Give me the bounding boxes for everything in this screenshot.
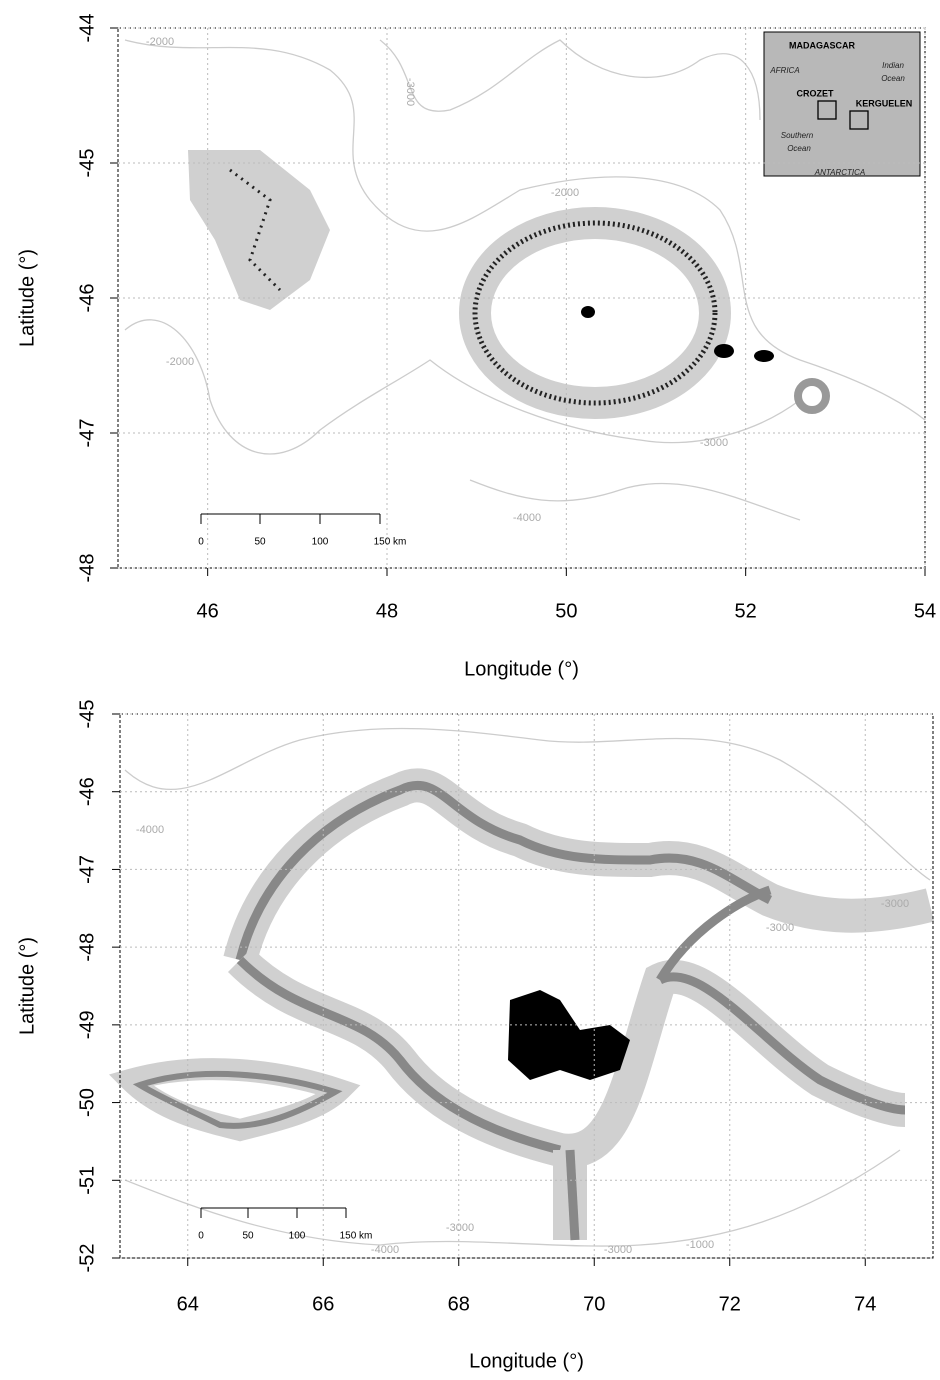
- y-tick-label: -49: [76, 1010, 98, 1039]
- x-tick-label: 54: [914, 600, 936, 622]
- x-tick-label: 72: [719, 1293, 741, 1315]
- contour: [124, 39, 926, 421]
- y-tick-label: -47: [76, 419, 98, 448]
- scale-label: 100: [312, 537, 329, 548]
- inset-label: KERGUELEN: [856, 98, 913, 108]
- inset-box: [849, 110, 869, 130]
- inset-label: ANTARCTICA: [814, 168, 866, 177]
- contour: [469, 479, 801, 521]
- grid-cells: [108, 1058, 361, 1142]
- x-tick-label: 52: [735, 600, 757, 622]
- x-tick-label: 46: [197, 600, 219, 622]
- island: [508, 990, 630, 1080]
- inset-label: AFRICA: [769, 66, 799, 75]
- y-tick-label: -46: [76, 777, 98, 806]
- x-tick-label: 50: [555, 600, 577, 622]
- x-tick-label: 74: [854, 1293, 876, 1315]
- inset-label: Ocean: [787, 144, 811, 153]
- inset-box: [817, 100, 837, 120]
- crozet-map-features: [124, 31, 926, 521]
- contour-label: -3000: [404, 78, 416, 106]
- contour-label: -3000: [604, 1244, 632, 1256]
- contour-label: -3000: [446, 1222, 474, 1234]
- scale-label: 150 km: [374, 537, 407, 548]
- island: [581, 306, 595, 318]
- scale-label: 50: [254, 537, 266, 548]
- contour-label: -4000: [513, 512, 541, 524]
- contour: [124, 1149, 901, 1247]
- plot-frame: [119, 713, 934, 1259]
- y-tick-label: -52: [76, 1244, 98, 1273]
- contour-label: -2000: [166, 356, 194, 368]
- y-tick-label: -51: [76, 1166, 98, 1195]
- inset-label: Southern: [781, 131, 814, 140]
- observations: [236, 885, 906, 1155]
- scale-label: 0: [198, 537, 204, 548]
- x-tick-label: 66: [312, 1293, 334, 1315]
- grid-cells: [188, 150, 330, 310]
- y-axis-label: Latitude (°): [16, 249, 38, 347]
- x-tick-label: 68: [448, 1293, 470, 1315]
- x-tick-label: 48: [376, 600, 398, 622]
- contour-label: -3000: [881, 898, 909, 910]
- x-tick-label: 64: [177, 1293, 199, 1315]
- inset-label: Indian: [882, 61, 904, 70]
- contour-label: -3000: [766, 922, 794, 934]
- observations: [565, 1149, 580, 1241]
- contour-label: -1000: [686, 1239, 714, 1251]
- y-tick-label: -48: [76, 554, 98, 583]
- y-tick-label: -45: [76, 149, 98, 178]
- observations: [235, 780, 773, 962]
- island: [714, 344, 734, 358]
- inset-label: MADAGASCAR: [789, 40, 855, 50]
- inset-map: [763, 31, 921, 177]
- contour: [379, 39, 761, 121]
- y-tick-label: -48: [76, 933, 98, 962]
- contour-label: -3000: [700, 437, 728, 449]
- observations: [229, 168, 282, 292]
- observations: [472, 220, 718, 406]
- scale-label: 150 km: [340, 1231, 373, 1242]
- scale-label: 50: [242, 1231, 254, 1242]
- contour: [124, 727, 931, 881]
- x-axis-label: Longitude (°): [469, 1350, 584, 1372]
- scale-label: 100: [289, 1231, 306, 1242]
- x-axis-label: Longitude (°): [464, 658, 579, 680]
- y-tick-label: -47: [76, 855, 98, 884]
- island: [754, 350, 774, 362]
- scale-label: 0: [198, 1231, 204, 1242]
- contour-label: -4000: [136, 824, 164, 836]
- kerguelen-map-features: [108, 727, 935, 1247]
- y-axis-label: Latitude (°): [16, 937, 38, 1035]
- y-tick-label: -44: [76, 14, 98, 43]
- contour-label: -2000: [146, 36, 174, 48]
- grid-cells: [794, 378, 830, 414]
- inset-label: Ocean: [881, 74, 905, 83]
- contour-label: -2000: [551, 187, 579, 199]
- contour-label: -4000: [371, 1244, 399, 1256]
- x-tick-label: 70: [583, 1293, 605, 1315]
- y-tick-label: -45: [76, 700, 98, 729]
- grid-cells: [223, 768, 935, 965]
- inset-label: CROZET: [797, 88, 835, 98]
- y-tick-label: -50: [76, 1088, 98, 1117]
- y-tick-label: -46: [76, 284, 98, 313]
